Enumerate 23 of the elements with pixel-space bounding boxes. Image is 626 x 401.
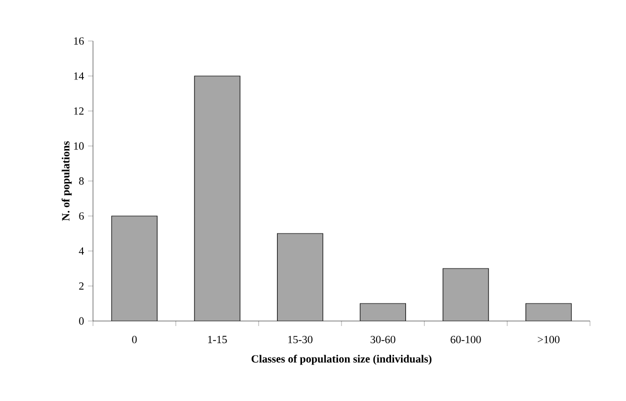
- y-tick-label: 4: [78, 247, 84, 255]
- y-axis-title: N. of populations: [62, 141, 72, 221]
- x-tick-label: >100: [538, 336, 560, 344]
- x-tick-label: 15-30: [288, 336, 312, 344]
- y-tick-label: 14: [74, 72, 84, 80]
- y-tick-label: 0: [79, 317, 84, 325]
- bar: [360, 304, 406, 321]
- bar: [442, 268, 489, 321]
- y-tick-label: 8: [79, 177, 84, 185]
- bar: [277, 234, 323, 321]
- y-tick-label: 2: [79, 282, 84, 290]
- y-tick-label: 6: [79, 212, 84, 220]
- x-tick-label: 1-15: [208, 336, 227, 344]
- x-tick-label: 0: [132, 336, 137, 344]
- bar: [112, 216, 158, 321]
- x-tick-label: 60-100: [450, 336, 481, 344]
- bar: [526, 303, 572, 321]
- y-tick-label: 16: [74, 37, 84, 45]
- x-axis-title: Classes of population size (individuals): [252, 354, 432, 365]
- x-tick-label: 30-60: [370, 336, 396, 344]
- y-tick-label: 12: [74, 107, 84, 115]
- bar: [194, 76, 240, 321]
- y-tick-label: 10: [74, 142, 84, 150]
